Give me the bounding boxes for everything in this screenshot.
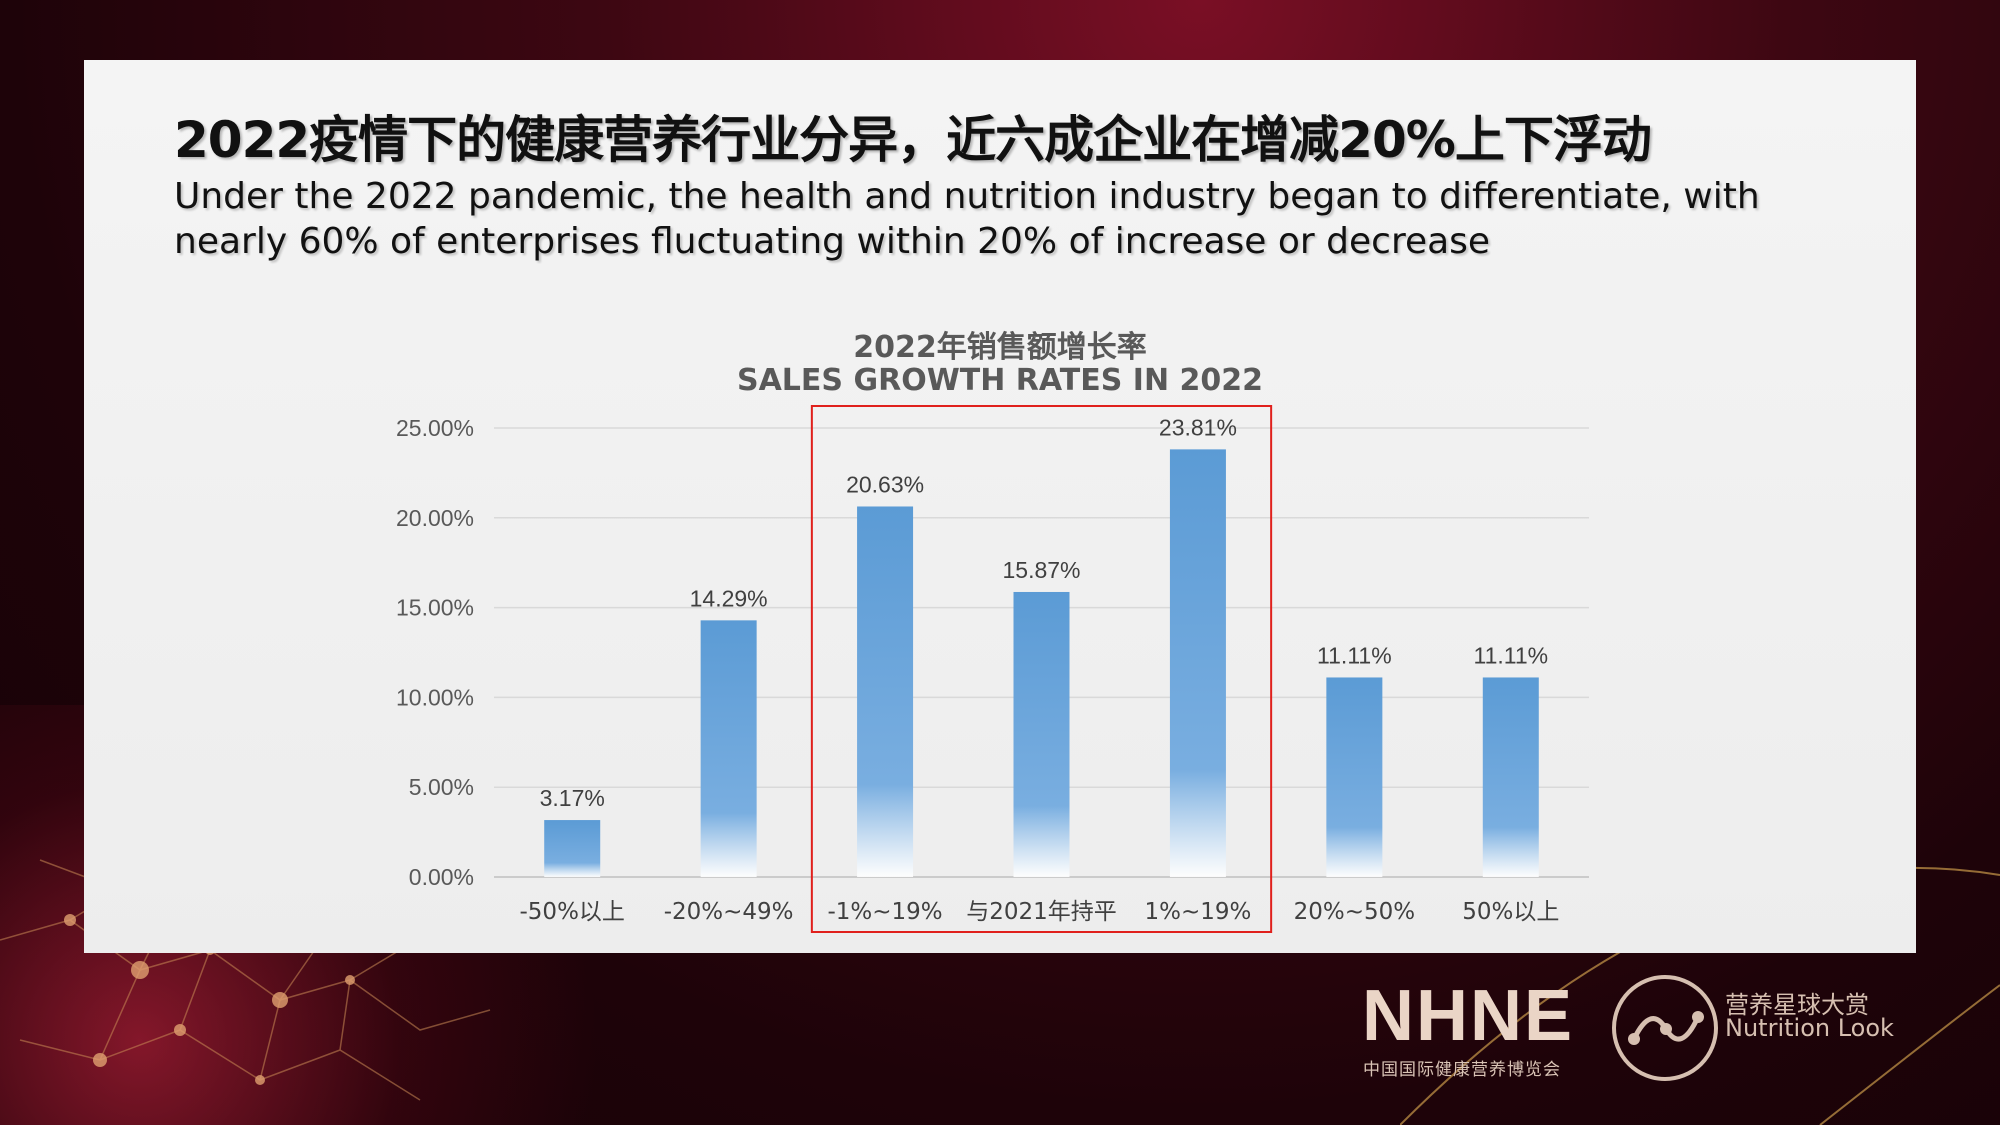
x-tick-label: 与2021年持平 <box>966 899 1117 925</box>
y-tick-label: 10.00% <box>396 684 474 710</box>
bar <box>1326 677 1383 877</box>
slide-title-chinese: 2022疫情下的健康营养行业分异，近六成企业在增减20%上下浮动 <box>174 111 1652 169</box>
bar <box>700 620 757 877</box>
content-panel: 2022疫情下的健康营养行业分异，近六成企业在增减20%上下浮动 Under t… <box>84 60 1916 953</box>
x-tick-label: -50%以上 <box>520 899 625 925</box>
nhne-logo-subtitle: 中国国际健康营养博览会 <box>1363 1060 1561 1080</box>
bar <box>1482 677 1539 877</box>
data-label: 11.11% <box>1317 642 1392 668</box>
x-tick-label: 20%~50% <box>1294 899 1416 925</box>
bar <box>857 506 914 877</box>
nhne-logo: NHNE <box>1362 976 1575 1056</box>
nutrition-look-english: Nutrition Look <box>1725 1014 1894 1042</box>
chart-title: 2022年销售额增长率 <box>853 330 1147 365</box>
y-tick-label: 15.00% <box>396 595 474 621</box>
data-label: 20.63% <box>846 471 924 497</box>
x-tick-label: 50%以上 <box>1462 899 1559 925</box>
y-tick-label: 0.00% <box>409 864 474 890</box>
nutrition-look-chinese: 营养星球大赏 <box>1725 991 1869 1019</box>
chart-subtitle: SALES GROWTH RATES IN 2022 <box>736 363 1264 398</box>
data-label: 15.87% <box>1002 557 1080 583</box>
data-label: 11.11% <box>1473 642 1548 668</box>
data-label: 3.17% <box>540 785 605 811</box>
highlight-box <box>810 405 1273 933</box>
x-tick-label: -1%~19% <box>827 899 942 925</box>
bar-chart: 0.00% 5.00% 10.00% 15.00% 20.00% 25.00% 3.17% -… <box>396 405 1589 933</box>
slide-title-english: Under the 2022 pandemic, the health and … <box>174 176 1760 262</box>
x-tick-label: 1%~19% <box>1144 899 1251 925</box>
x-tick-label: -20%~49% <box>664 899 794 925</box>
y-tick-label: 25.00% <box>396 415 474 441</box>
bar <box>1013 591 1070 877</box>
y-tick-label: 20.00% <box>396 505 474 531</box>
nutrition-look-logo-icon <box>1612 975 1718 1081</box>
bar <box>1169 449 1226 877</box>
data-label: 23.81% <box>1159 414 1237 440</box>
y-tick-label: 5.00% <box>409 774 474 800</box>
bar <box>544 820 601 877</box>
data-label: 14.29% <box>690 585 768 611</box>
